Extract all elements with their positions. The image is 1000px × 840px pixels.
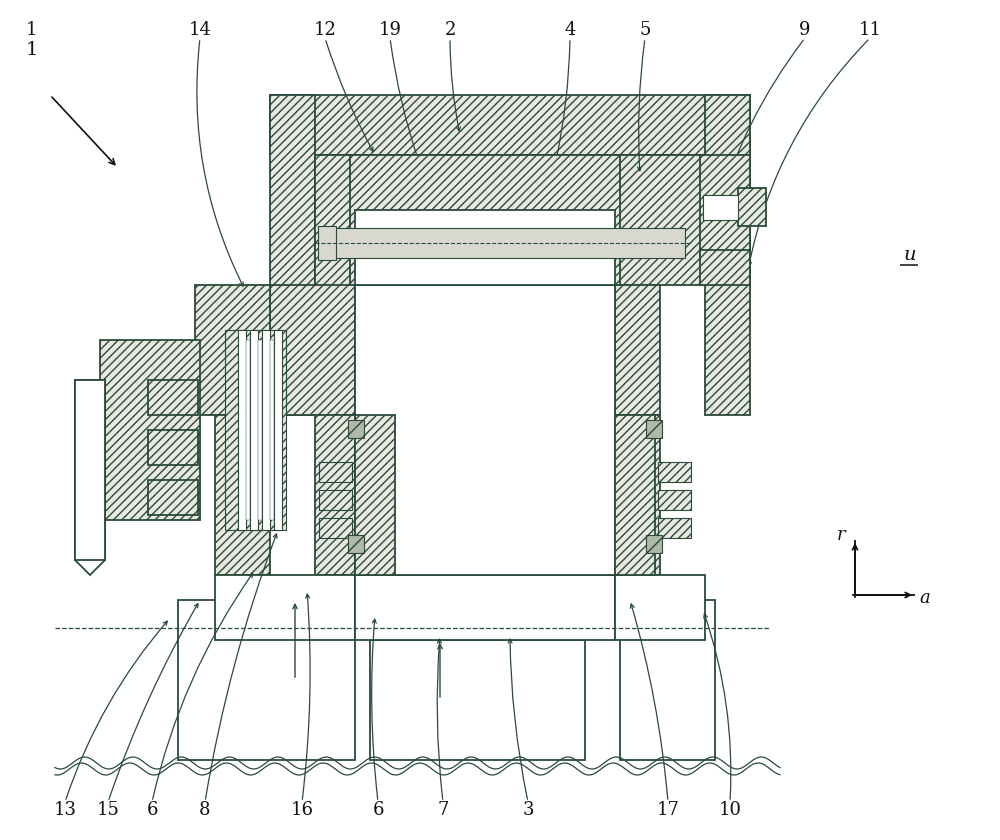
Polygon shape xyxy=(270,95,315,415)
Polygon shape xyxy=(646,535,662,553)
Text: 11: 11 xyxy=(858,21,882,39)
Polygon shape xyxy=(75,380,105,575)
Polygon shape xyxy=(355,285,615,575)
Polygon shape xyxy=(646,420,662,438)
Polygon shape xyxy=(319,490,352,510)
Polygon shape xyxy=(270,285,355,415)
Text: 5: 5 xyxy=(639,21,651,39)
Text: u: u xyxy=(904,246,916,264)
Text: 7: 7 xyxy=(437,801,449,819)
Polygon shape xyxy=(315,415,660,575)
Polygon shape xyxy=(238,330,246,530)
Polygon shape xyxy=(615,155,705,285)
Text: 1: 1 xyxy=(26,21,38,39)
Polygon shape xyxy=(178,600,355,760)
Polygon shape xyxy=(615,415,655,575)
Polygon shape xyxy=(262,330,270,530)
Polygon shape xyxy=(215,575,355,640)
Text: 16: 16 xyxy=(290,801,314,819)
Polygon shape xyxy=(148,480,198,515)
Polygon shape xyxy=(370,640,585,760)
Polygon shape xyxy=(270,95,750,155)
Text: 13: 13 xyxy=(54,801,76,819)
Polygon shape xyxy=(250,330,258,530)
Polygon shape xyxy=(658,518,691,538)
Polygon shape xyxy=(705,95,750,415)
Polygon shape xyxy=(246,340,250,520)
Text: 8: 8 xyxy=(199,801,211,819)
Text: r: r xyxy=(837,526,845,544)
Polygon shape xyxy=(615,285,660,415)
Polygon shape xyxy=(75,380,105,560)
Text: 3: 3 xyxy=(522,801,534,819)
Text: 19: 19 xyxy=(378,21,402,39)
Polygon shape xyxy=(350,155,620,285)
Polygon shape xyxy=(100,340,200,520)
Polygon shape xyxy=(258,340,262,520)
Text: 17: 17 xyxy=(657,801,679,819)
Text: 10: 10 xyxy=(718,801,742,819)
Polygon shape xyxy=(215,415,270,575)
Polygon shape xyxy=(703,195,738,220)
Polygon shape xyxy=(348,420,364,438)
Polygon shape xyxy=(355,575,615,640)
Text: 6: 6 xyxy=(146,801,158,819)
Polygon shape xyxy=(319,518,352,538)
Polygon shape xyxy=(270,340,274,520)
Polygon shape xyxy=(348,535,364,553)
Text: 14: 14 xyxy=(189,21,211,39)
Polygon shape xyxy=(620,600,715,760)
Polygon shape xyxy=(318,226,336,260)
Polygon shape xyxy=(148,430,198,465)
Polygon shape xyxy=(615,575,705,640)
Text: 12: 12 xyxy=(314,21,336,39)
Text: 2: 2 xyxy=(444,21,456,39)
Text: 15: 15 xyxy=(97,801,119,819)
Polygon shape xyxy=(658,462,691,482)
Text: 1: 1 xyxy=(26,41,38,59)
Text: 9: 9 xyxy=(799,21,811,39)
Polygon shape xyxy=(355,210,615,285)
Polygon shape xyxy=(274,330,282,530)
Polygon shape xyxy=(658,490,691,510)
Polygon shape xyxy=(700,155,750,260)
Text: a: a xyxy=(920,589,930,607)
Text: 6: 6 xyxy=(372,801,384,819)
Polygon shape xyxy=(225,330,286,530)
Polygon shape xyxy=(315,155,355,415)
Polygon shape xyxy=(355,415,395,575)
Polygon shape xyxy=(700,250,750,285)
Polygon shape xyxy=(320,228,685,258)
Polygon shape xyxy=(195,285,270,415)
Polygon shape xyxy=(148,380,198,415)
Polygon shape xyxy=(738,188,766,226)
Polygon shape xyxy=(319,462,352,482)
Text: 4: 4 xyxy=(564,21,576,39)
